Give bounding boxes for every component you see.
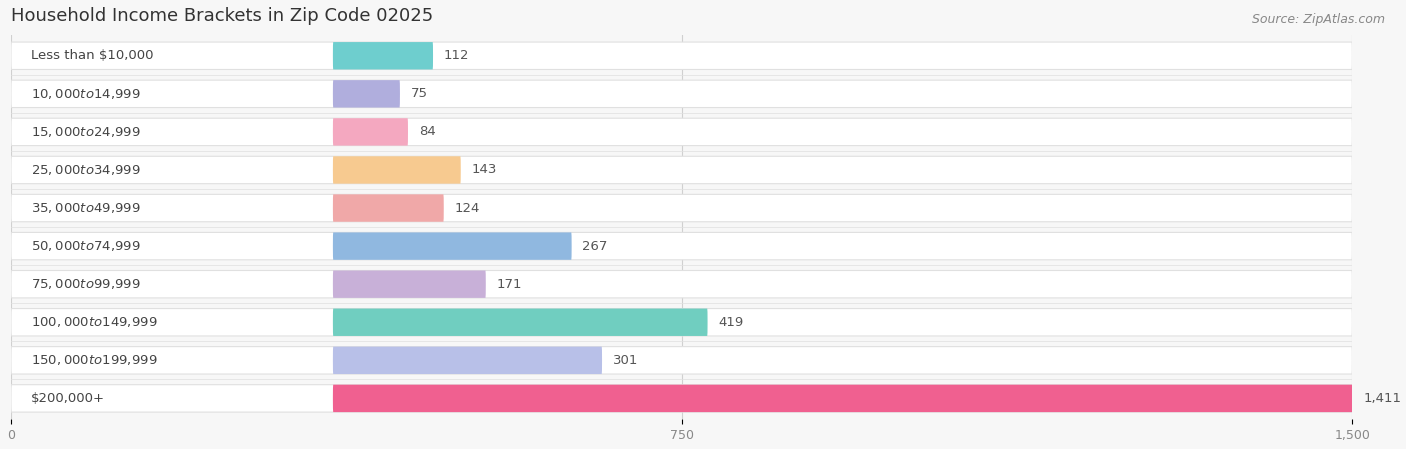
Text: $100,000 to $149,999: $100,000 to $149,999 bbox=[31, 315, 157, 329]
FancyBboxPatch shape bbox=[11, 80, 1353, 108]
Text: 84: 84 bbox=[419, 125, 436, 138]
FancyBboxPatch shape bbox=[333, 156, 461, 184]
FancyBboxPatch shape bbox=[333, 347, 602, 374]
Text: Less than $10,000: Less than $10,000 bbox=[31, 49, 153, 62]
FancyBboxPatch shape bbox=[11, 270, 1353, 298]
FancyBboxPatch shape bbox=[11, 233, 1353, 260]
Text: $150,000 to $199,999: $150,000 to $199,999 bbox=[31, 353, 157, 367]
Text: $50,000 to $74,999: $50,000 to $74,999 bbox=[31, 239, 141, 253]
Text: 112: 112 bbox=[444, 49, 470, 62]
FancyBboxPatch shape bbox=[333, 118, 408, 145]
FancyBboxPatch shape bbox=[333, 194, 444, 222]
Text: $25,000 to $34,999: $25,000 to $34,999 bbox=[31, 163, 141, 177]
Text: 75: 75 bbox=[411, 88, 427, 100]
FancyBboxPatch shape bbox=[11, 385, 1353, 412]
Text: $35,000 to $49,999: $35,000 to $49,999 bbox=[31, 201, 141, 215]
FancyBboxPatch shape bbox=[333, 42, 433, 70]
FancyBboxPatch shape bbox=[11, 347, 1353, 374]
Text: 124: 124 bbox=[454, 202, 479, 215]
Text: Source: ZipAtlas.com: Source: ZipAtlas.com bbox=[1251, 13, 1385, 26]
FancyBboxPatch shape bbox=[11, 118, 1353, 145]
FancyBboxPatch shape bbox=[11, 156, 1353, 184]
Text: 143: 143 bbox=[471, 163, 496, 176]
Text: 267: 267 bbox=[582, 240, 607, 253]
Text: 301: 301 bbox=[613, 354, 638, 367]
FancyBboxPatch shape bbox=[333, 270, 486, 298]
FancyBboxPatch shape bbox=[333, 80, 399, 108]
FancyBboxPatch shape bbox=[333, 385, 1353, 412]
Text: $75,000 to $99,999: $75,000 to $99,999 bbox=[31, 277, 141, 291]
Text: 1,411: 1,411 bbox=[1362, 392, 1400, 405]
Text: $200,000+: $200,000+ bbox=[31, 392, 105, 405]
FancyBboxPatch shape bbox=[11, 194, 1353, 222]
FancyBboxPatch shape bbox=[333, 233, 572, 260]
Text: 419: 419 bbox=[718, 316, 744, 329]
FancyBboxPatch shape bbox=[11, 42, 1353, 70]
Text: $15,000 to $24,999: $15,000 to $24,999 bbox=[31, 125, 141, 139]
FancyBboxPatch shape bbox=[11, 308, 1353, 336]
Text: $10,000 to $14,999: $10,000 to $14,999 bbox=[31, 87, 141, 101]
Text: 171: 171 bbox=[496, 277, 522, 291]
Text: Household Income Brackets in Zip Code 02025: Household Income Brackets in Zip Code 02… bbox=[11, 7, 433, 25]
FancyBboxPatch shape bbox=[333, 308, 707, 336]
